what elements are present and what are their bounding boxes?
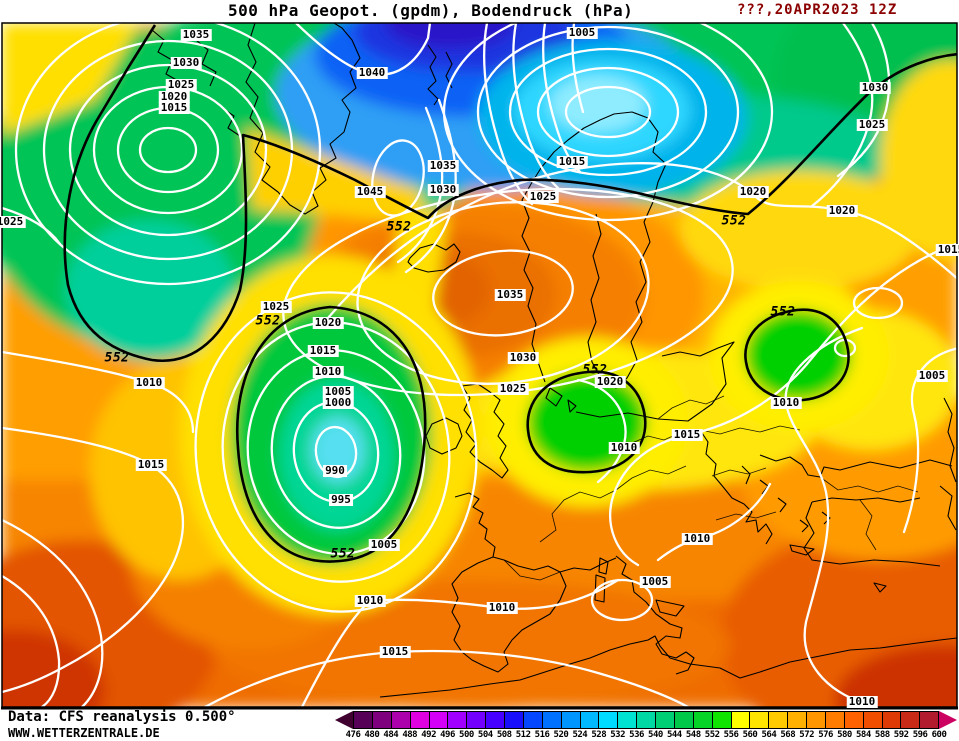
colorbar-tick: 560: [742, 730, 758, 740]
colorbar-segment: [598, 712, 618, 728]
colorbar-tick: 512: [515, 730, 531, 740]
colorbar-segment: [749, 712, 769, 728]
colorbar-segment: [655, 712, 674, 728]
colorbar-segment: [466, 712, 486, 728]
colorbar-tick: 572: [799, 730, 815, 740]
colorbar-tick: 544: [666, 730, 682, 740]
colorbar-segment: [541, 712, 561, 728]
colorbar-segment: [354, 712, 372, 728]
colorbar-segment: [673, 712, 693, 728]
colorbar-tick: 584: [855, 730, 871, 740]
colorbar-segment: [806, 712, 825, 728]
colorbar-tick: 536: [629, 730, 644, 740]
colorbar-tick: 516: [534, 730, 550, 740]
colorbar-tick: 540: [648, 730, 663, 740]
colorbar-segment: [711, 712, 731, 728]
colorbar-tick: 580: [837, 730, 852, 740]
colorbar-segment: [862, 712, 882, 728]
map-title: 500 hPa Geopot. (gpdm), Bodendruck (hPa): [228, 1, 634, 20]
colorbar-segment: [824, 712, 844, 728]
colorbar-tick: 508: [496, 730, 512, 740]
colorbar-tick: 576: [818, 730, 833, 740]
colorbar-segment: [787, 712, 806, 728]
colorbar-segment: [485, 712, 504, 728]
colorbar-tick: 492: [421, 730, 436, 740]
colorbar-segment: [371, 712, 391, 728]
colorbar-segment: [881, 712, 901, 728]
colorbar-tick: 596: [912, 730, 928, 740]
run-datetime: ???,20APR2023 12Z: [737, 2, 898, 18]
colorbar-tick: 484: [383, 730, 399, 740]
colorbar-segment: [504, 712, 523, 728]
colorbar-tick: 600: [931, 730, 947, 740]
colorbar-tick: 488: [402, 730, 418, 740]
colorbar-segment: [579, 712, 599, 728]
colorbar-tick: 532: [610, 730, 626, 740]
colorbar-segment: [843, 712, 863, 728]
data-source-text: Data: CFS reanalysis 0.500°: [8, 709, 236, 725]
colorbar-tick: 548: [685, 730, 701, 740]
colorbar-right-arrow: [939, 711, 957, 729]
colorbar-tick: 480: [364, 730, 380, 740]
colorbar-segment: [522, 712, 542, 728]
website-text: WWW.WETTERZENTRALE.DE: [8, 726, 160, 740]
colorbar-segments: [353, 711, 939, 729]
colorbar-tick: 524: [572, 730, 588, 740]
geopotential-552-contours: [63, 24, 957, 563]
colorbar-segment: [919, 712, 939, 728]
colorbar-segment: [730, 712, 750, 728]
colorbar-tick: 556: [723, 730, 739, 740]
geopotential-colorbar: 476 480 484 488 492 496 500 504 508 512 516 520 524 5…: [335, 711, 957, 741]
colorbar-segment: [636, 712, 655, 728]
colorbar-tick: 496: [440, 730, 455, 740]
colorbar-left-arrow: [335, 711, 353, 729]
colorbar-tick: 588: [874, 730, 890, 740]
colorbar-segment: [447, 712, 467, 728]
colorbar-segment: [390, 712, 410, 728]
colorbar-tick: 520: [553, 730, 569, 740]
colorbar-tick: 528: [591, 730, 607, 740]
map-border: [1, 22, 958, 710]
colorbar-segment: [768, 712, 788, 728]
colorbar-segment: [617, 712, 637, 728]
colorbar-tick: 592: [893, 730, 909, 740]
colorbar-tick: 476: [345, 730, 361, 740]
colorbar-tick: 564: [761, 730, 777, 740]
colorbar-tick: 500: [459, 730, 474, 740]
colorbar-tick: 504: [477, 730, 493, 740]
colorbar-segment: [409, 712, 429, 728]
colorbar-tick: 552: [704, 730, 720, 740]
colorbar-segment: [428, 712, 448, 728]
colorbar-segment: [692, 712, 712, 728]
colorbar-segment: [900, 712, 920, 728]
colorbar-segment: [560, 712, 580, 728]
colorbar-tick: 568: [780, 730, 796, 740]
